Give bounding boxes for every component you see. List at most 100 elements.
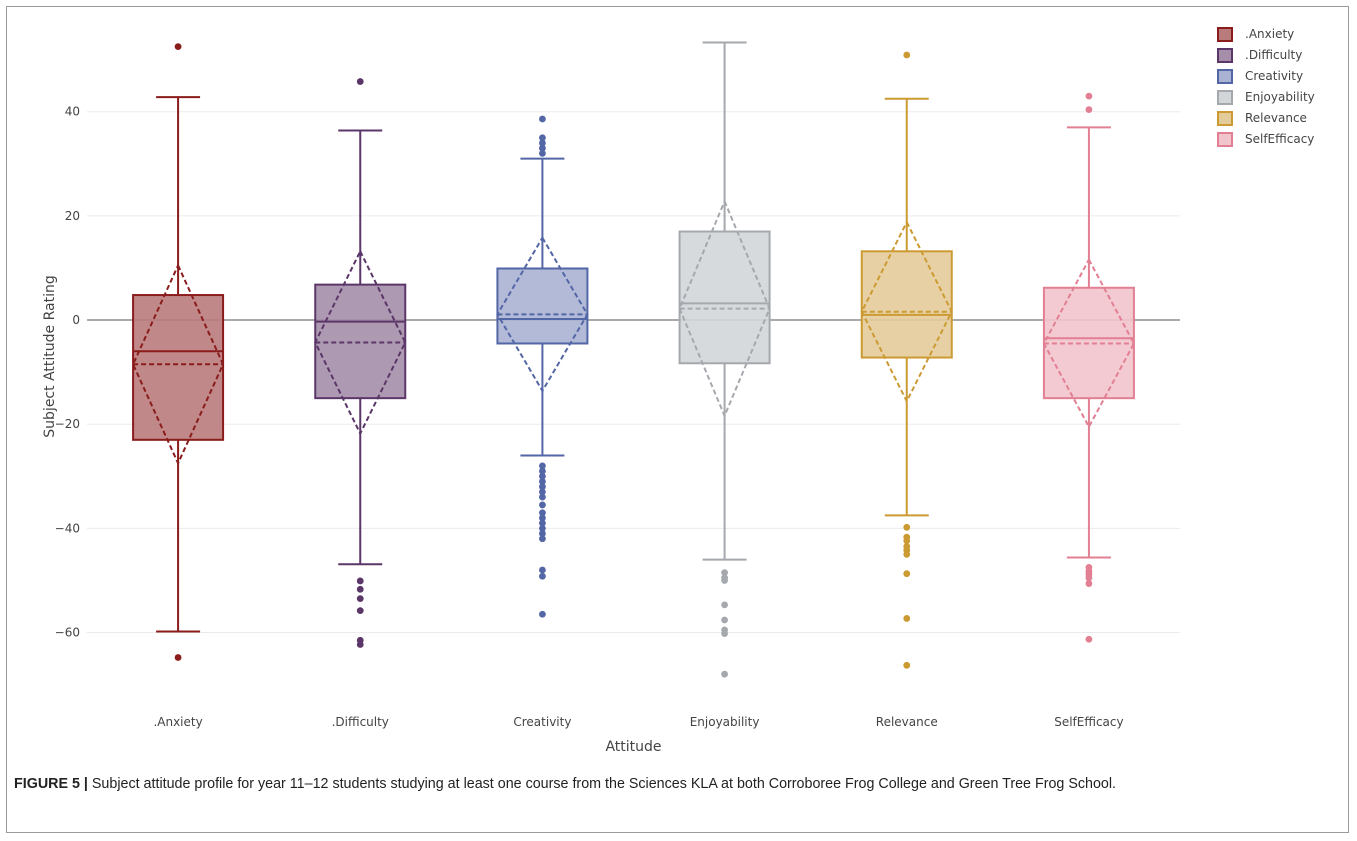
outlier-point <box>903 537 911 545</box>
outlier-point <box>539 488 546 496</box>
outlier-point <box>539 519 546 527</box>
outlier-point <box>903 523 911 531</box>
mean-sd-diamond <box>860 219 953 404</box>
y-tick-label: −20 <box>55 417 80 431</box>
y-tick-label: 20 <box>65 209 80 223</box>
box-iqr <box>314 283 407 400</box>
outlier-point <box>356 585 364 593</box>
outlier-point <box>903 550 911 558</box>
outlier-point <box>539 134 546 142</box>
y-axis-title: Subject Attitude Rating <box>42 275 58 437</box>
mean-sd-diamond <box>1042 257 1136 429</box>
outlier-point <box>721 630 728 637</box>
x-tick-label: Relevance <box>876 715 938 729</box>
outlier-point <box>539 493 546 501</box>
outlier-point <box>539 478 546 485</box>
y-tick-label: 0 <box>72 313 80 327</box>
outlier-point <box>356 607 364 615</box>
figure-caption-text: Subject attitude profile for year 11–12 … <box>87 776 1117 792</box>
box-group <box>131 43 225 661</box>
legend-item: .Anxiety <box>1217 27 1294 42</box>
mean-sd-diamond <box>678 198 771 419</box>
outlier-point <box>721 601 728 609</box>
outlier-point <box>1085 106 1093 114</box>
outlier-point <box>539 509 546 517</box>
outlier-point <box>721 670 728 678</box>
legend-item: Enjoyability <box>1217 90 1315 105</box>
mean-sd-diamond <box>314 249 407 436</box>
grid-lines <box>87 111 1180 634</box>
y-tick-labels: 40 20 0 −20 −40 −60 <box>55 105 80 640</box>
outlier-point <box>356 641 364 648</box>
outlier-point <box>1085 574 1093 582</box>
outlier-point <box>539 566 546 574</box>
outlier-point <box>356 595 364 603</box>
outlier-point <box>1085 635 1093 643</box>
box-iqr <box>496 267 589 345</box>
outlier-point <box>539 514 546 522</box>
box-group <box>678 41 771 678</box>
outlier-point <box>356 78 364 85</box>
outlier-point <box>721 569 728 577</box>
outlier-point <box>539 535 546 543</box>
legend-label: Relevance <box>1245 111 1307 125</box>
box-group <box>314 78 407 648</box>
legend-swatch <box>1217 69 1233 84</box>
mean-sd-diamond <box>131 262 225 466</box>
outlier-point <box>539 483 546 491</box>
box-group <box>496 115 589 618</box>
outlier-point <box>539 501 546 509</box>
outlier-point <box>539 572 546 580</box>
legend-swatch <box>1217 90 1233 105</box>
figure-label: FIGURE 5 | <box>14 776 88 792</box>
legend-label: Enjoyability <box>1245 90 1315 104</box>
y-tick-label: −60 <box>55 626 80 640</box>
y-tick-label: 40 <box>65 105 80 119</box>
legend-item: .Difficulty <box>1217 48 1302 63</box>
outlier-point <box>721 577 728 584</box>
legend-label: .Difficulty <box>1245 48 1302 62</box>
x-tick-label: Creativity <box>513 715 571 729</box>
legend-label: SelfEfficacy <box>1245 132 1314 146</box>
x-tick-labels: .Anxiety .Difficulty Creativity Enjoyabilit… <box>153 715 1123 729</box>
legend-swatch <box>1217 111 1233 126</box>
legend-swatch <box>1217 27 1233 42</box>
legend-item: Relevance <box>1217 111 1307 126</box>
figure-frame <box>6 6 1349 833</box>
outlier-point <box>539 472 546 480</box>
legend-swatch <box>1217 132 1233 147</box>
x-tick-label: .Difficulty <box>332 715 389 729</box>
outlier-point <box>903 51 911 59</box>
outlier-point <box>356 577 364 585</box>
figure-caption: FIGURE 5 | Subject attitude profile for … <box>14 774 1339 795</box>
outlier-point <box>174 654 182 661</box>
x-tick-label: SelfEfficacy <box>1054 715 1123 729</box>
outlier-point <box>539 144 546 152</box>
box-series <box>131 41 1136 678</box>
outlier-point <box>174 43 182 51</box>
outlier-point <box>539 150 546 157</box>
x-tick-label: .Anxiety <box>153 715 202 729</box>
outlier-point <box>539 467 546 475</box>
outlier-point <box>539 610 546 618</box>
box-iqr <box>860 250 953 359</box>
legend-label: .Anxiety <box>1245 27 1294 41</box>
outlier-point <box>539 115 546 123</box>
box-iqr <box>132 294 225 441</box>
x-tick-label: Enjoyability <box>690 715 760 729</box>
box-group <box>1042 92 1136 643</box>
x-axis-title: Attitude <box>605 739 661 755</box>
outlier-point <box>539 524 546 532</box>
outlier-point <box>903 661 911 669</box>
outlier-point <box>539 530 546 537</box>
y-tick-label: −40 <box>55 521 80 535</box>
legend-label: Creativity <box>1245 69 1303 83</box>
outlier-point <box>539 462 546 470</box>
outlier-point <box>1085 580 1093 587</box>
legend-item: Creativity <box>1217 69 1303 84</box>
box-iqr <box>678 230 771 365</box>
outlier-point <box>903 570 911 578</box>
legend: .Anxiety .Difficulty Creativity Enjoyabilit… <box>1217 27 1315 147</box>
outlier-point <box>903 615 911 622</box>
outlier-point <box>1085 92 1093 100</box>
